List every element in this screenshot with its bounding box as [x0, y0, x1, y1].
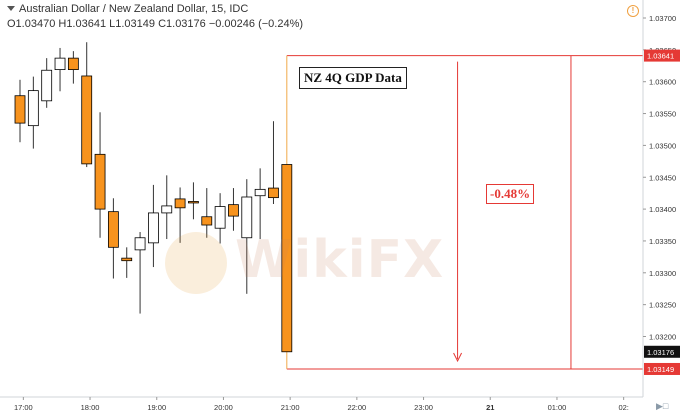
change-arrow-head — [453, 352, 463, 363]
y-tick-label: 1.03300 — [649, 269, 676, 278]
x-tick-label: 19:00 — [147, 403, 166, 412]
x-tick-label: 01:00 — [548, 403, 567, 412]
y-tick-label: 1.03550 — [649, 110, 676, 119]
event-label: NZ 4Q GDP Data — [299, 67, 407, 89]
candle-up — [41, 69, 53, 102]
x-tick-label: 20:00 — [214, 403, 233, 412]
y-tick-label: 1.03250 — [649, 301, 676, 310]
price-label: 1.03176 — [647, 348, 674, 357]
symbol-title-text: Australian Dollar / New Zealand Dollar, … — [19, 3, 249, 15]
y-tick-label: 1.03350 — [649, 237, 676, 246]
candle-down — [268, 187, 279, 199]
candle-down — [67, 57, 79, 71]
candle-up — [54, 57, 66, 71]
candle-down — [201, 216, 213, 226]
candle-down — [14, 95, 26, 124]
candle-up — [254, 188, 266, 197]
candle-down — [188, 201, 199, 204]
y-tick-label: 1.03450 — [649, 173, 676, 182]
price-label: 1.03149 — [647, 365, 674, 374]
symbol-title: Australian Dollar / New Zealand Dollar, … — [7, 3, 248, 15]
price-label-box — [644, 362, 680, 375]
candle-up — [214, 206, 226, 229]
x-tick-label: 17:00 — [14, 403, 33, 412]
candle-up — [161, 205, 173, 214]
x-tick-label: 18:00 — [81, 403, 100, 412]
x-tick-label: 21:00 — [281, 403, 300, 412]
ohlc-readout: O1.03470 H1.03641 L1.03149 C1.03176 −0.0… — [7, 18, 304, 30]
candle-down — [228, 204, 239, 217]
y-tick-label: 1.03500 — [649, 141, 676, 150]
price-label-box — [644, 345, 680, 358]
y-tick-label: 1.03200 — [649, 332, 676, 341]
candle-up — [134, 237, 146, 251]
candle-up — [241, 196, 253, 239]
tradingview-logo-icon[interactable]: ▶□ — [656, 401, 669, 411]
candle-up — [148, 212, 159, 244]
x-tick-label: 02: — [618, 403, 628, 412]
candle-down — [94, 153, 106, 210]
x-tick-label: 23:00 — [414, 403, 433, 412]
candle-down — [174, 198, 186, 209]
price-label-box — [644, 49, 680, 62]
candle-down — [107, 211, 119, 248]
y-tick-label: 1.03400 — [649, 205, 676, 214]
y-tick-label: 1.03600 — [649, 78, 676, 87]
candle-down — [281, 164, 293, 353]
candle-up — [27, 90, 39, 127]
x-tick-label: 21 — [486, 403, 494, 412]
price-label: 1.03641 — [647, 52, 674, 61]
candle-down — [81, 75, 93, 165]
x-tick-label: 22:00 — [347, 403, 366, 412]
candle-down — [121, 257, 133, 262]
y-tick-label: 1.03700 — [649, 14, 676, 23]
alert-icon[interactable]: ! — [627, 5, 639, 17]
collapse-arrow-icon[interactable] — [7, 6, 15, 11]
change-label: -0.48% — [486, 184, 535, 204]
